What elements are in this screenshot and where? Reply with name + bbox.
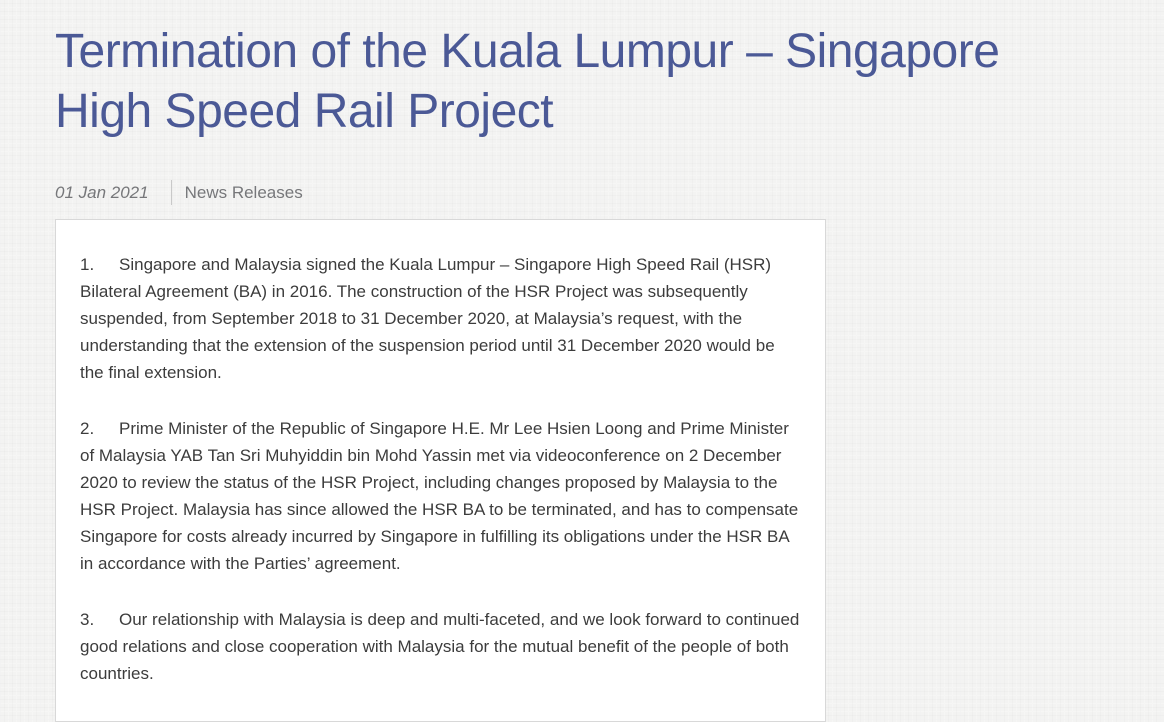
article-meta: 01 Jan 2021 News Releases: [55, 180, 1116, 205]
paragraph-3-number: 3.: [80, 610, 95, 629]
meta-divider: [170, 180, 172, 205]
paragraph-1: 1. Singapore and Malaysia signed the Kual…: [80, 251, 801, 386]
category-link-news-releases[interactable]: News Releases: [184, 182, 303, 202]
paragraph-2: 2. Prime Minister of the Republic of Sing…: [80, 415, 801, 577]
publish-date: 01 Jan 2021: [55, 182, 149, 202]
paragraph-3-text: Our relationship with Malaysia is deep a…: [80, 610, 800, 683]
page-title: Termination of the Kuala Lumpur – Singap…: [55, 25, 1000, 138]
article-box: 1. Singapore and Malaysia signed the Kual…: [55, 219, 826, 722]
paragraph-1-number: 1.: [80, 255, 95, 274]
paragraph-2-number: 2.: [80, 419, 95, 438]
paragraph-2-text: Prime Minister of the Republic of Singap…: [80, 419, 799, 573]
paragraph-3: 3. Our relationship with Malaysia is deep…: [80, 606, 801, 687]
paragraph-1-text: Singapore and Malaysia signed the Kuala …: [80, 255, 775, 382]
